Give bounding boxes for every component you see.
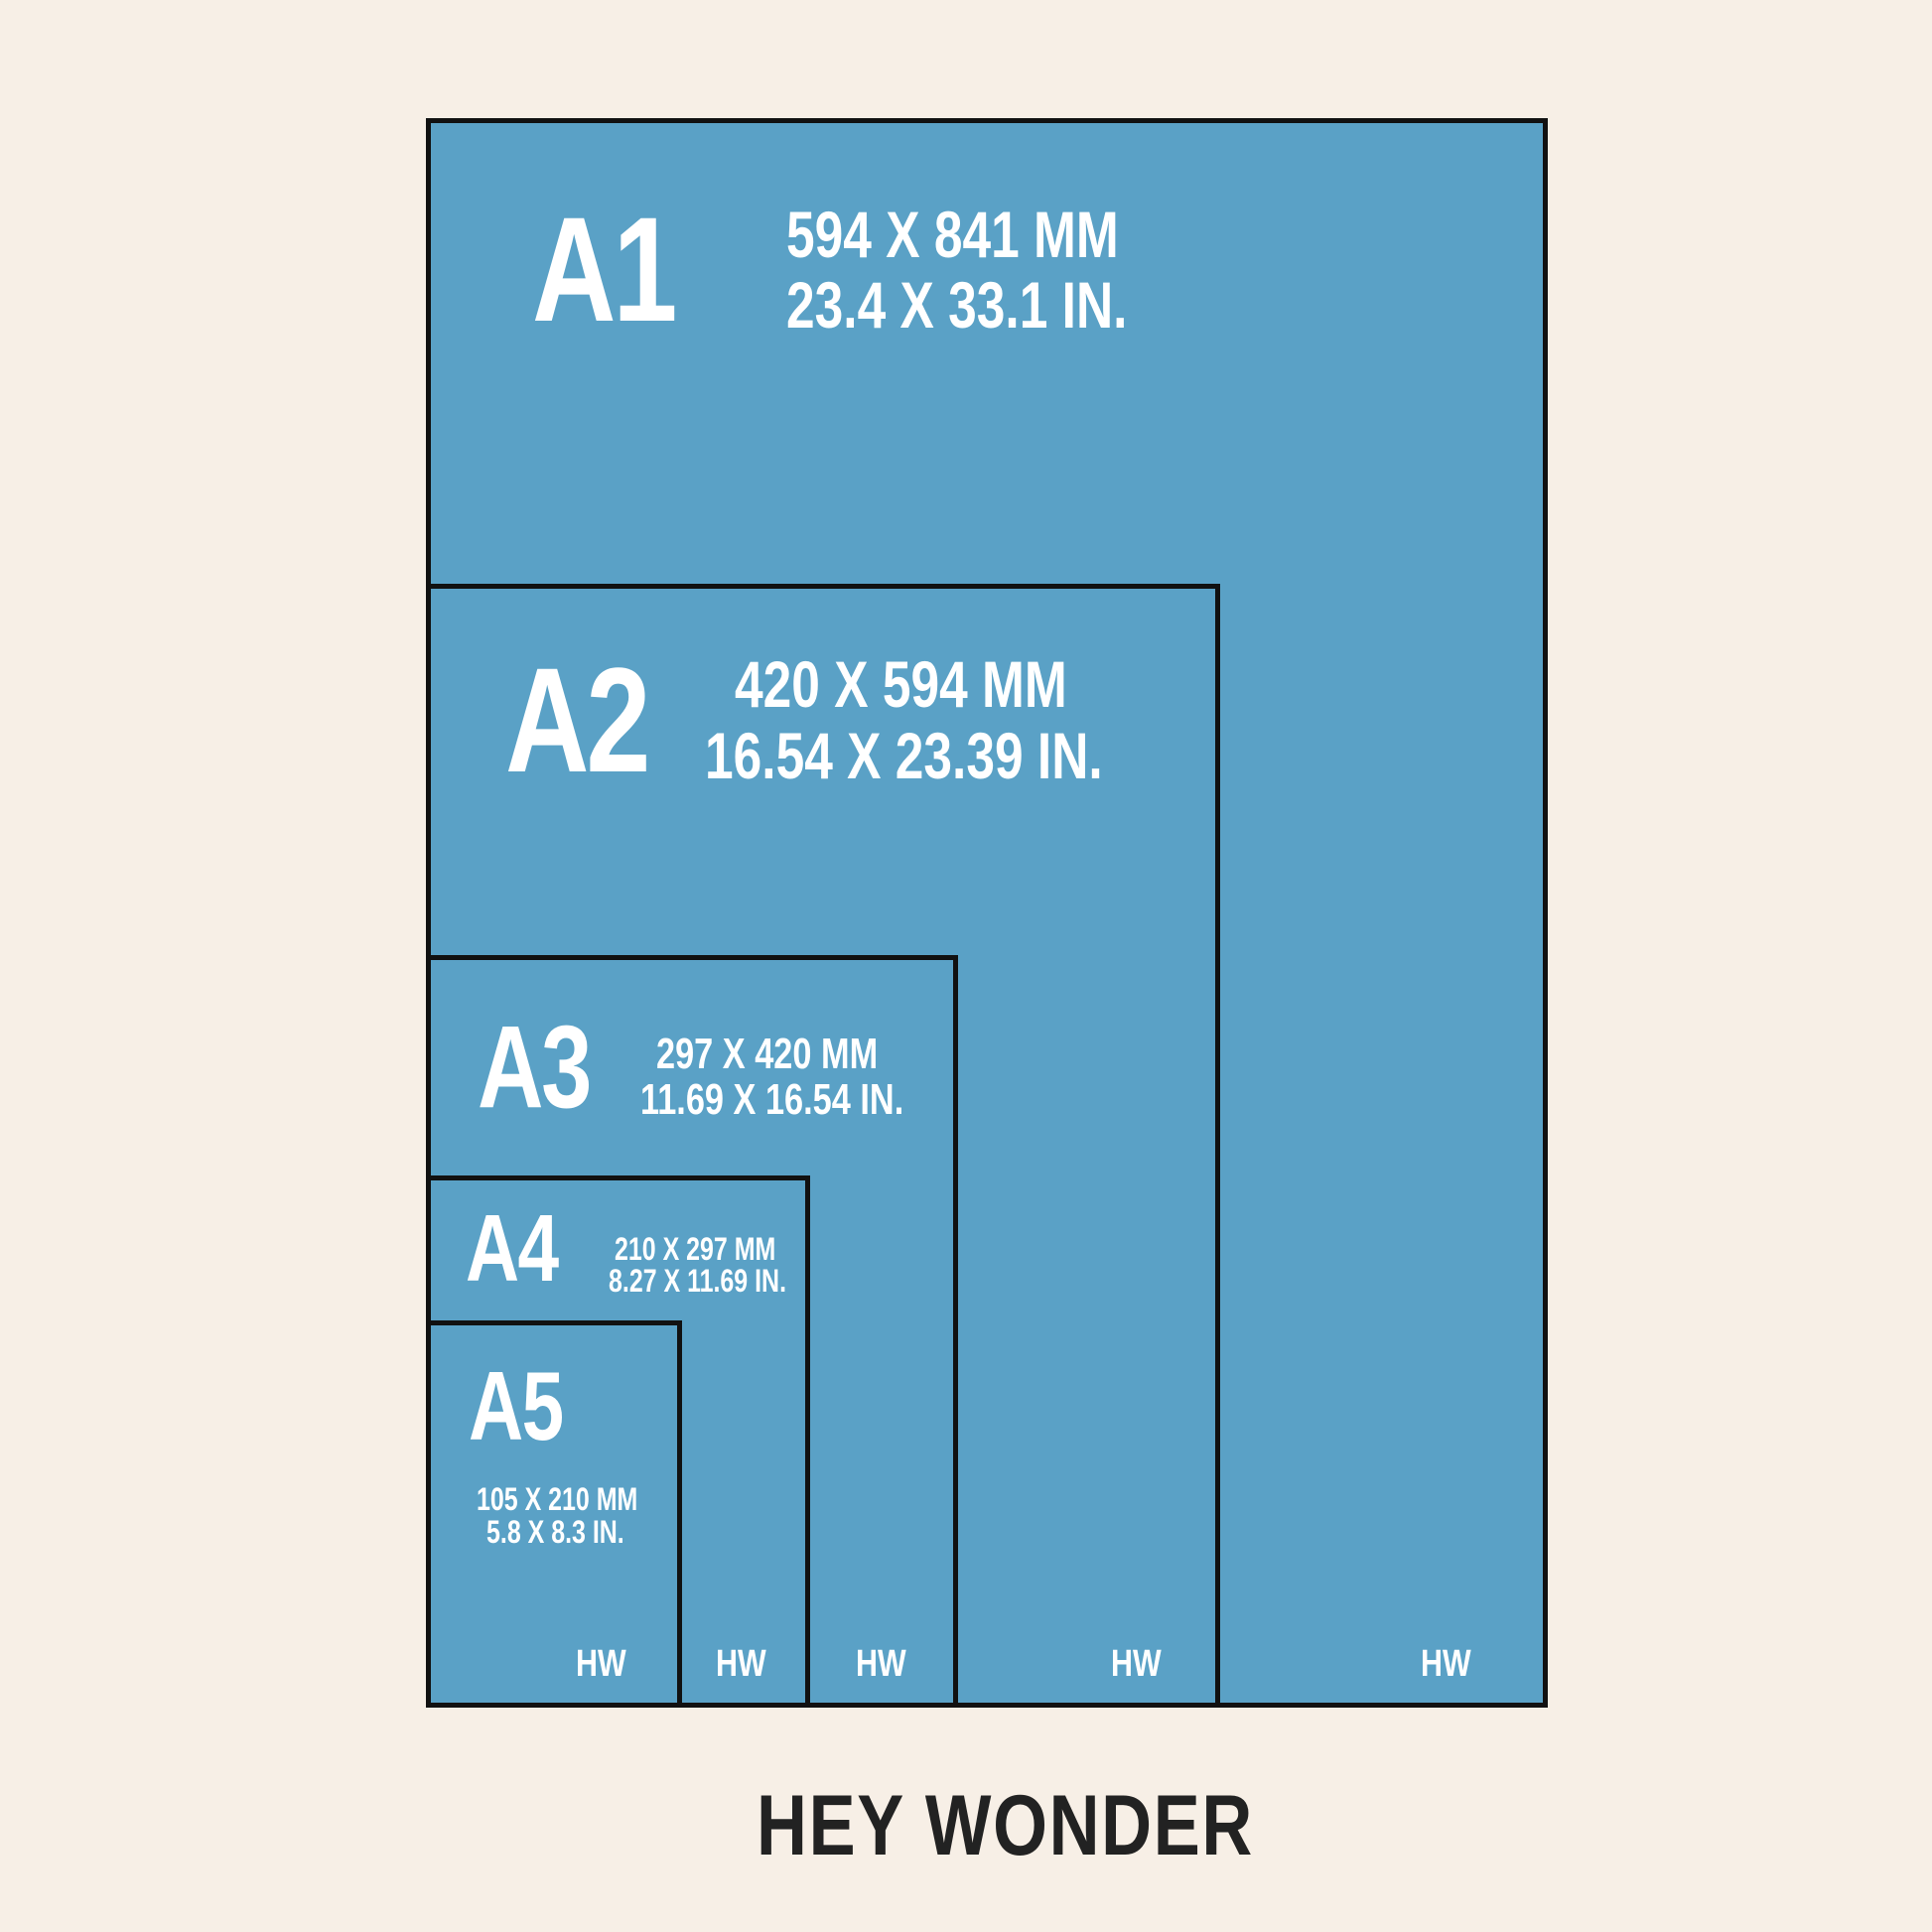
a5-in: 5.8 X 8.3 IN. [486, 1514, 624, 1550]
a4-in: 8.27 X 11.69 IN. [609, 1263, 787, 1299]
a4-label: A4 [466, 1195, 559, 1302]
a5-mm: 105 X 210 MM [477, 1481, 638, 1517]
a4-hw-mark: HW [716, 1643, 766, 1685]
a1-hw-mark: HW [1421, 1643, 1471, 1685]
a4-mm: 210 X 297 MM [615, 1231, 776, 1267]
a5-hw-mark: HW [576, 1643, 626, 1685]
a3-in: 11.69 X 16.54 IN. [640, 1075, 904, 1124]
a2-hw-mark: HW [1111, 1643, 1162, 1685]
sheet-a5 [426, 1320, 682, 1708]
a1-label: A1 [532, 186, 677, 352]
a2-mm: 420 X 594 MM [735, 647, 1067, 721]
a3-hw-mark: HW [856, 1643, 906, 1685]
a3-label: A3 [478, 1002, 592, 1133]
a2-label: A2 [505, 636, 650, 803]
a2-in: 16.54 X 23.39 IN. [705, 719, 1103, 792]
a1-in: 23.4 X 33.1 IN. [786, 268, 1128, 342]
a1-mm: 594 X 841 MM [786, 198, 1119, 271]
a5-label: A5 [469, 1351, 564, 1460]
a3-mm: 297 X 420 MM [656, 1030, 879, 1078]
brand-logo: HEY WONDER [757, 1778, 1254, 1873]
